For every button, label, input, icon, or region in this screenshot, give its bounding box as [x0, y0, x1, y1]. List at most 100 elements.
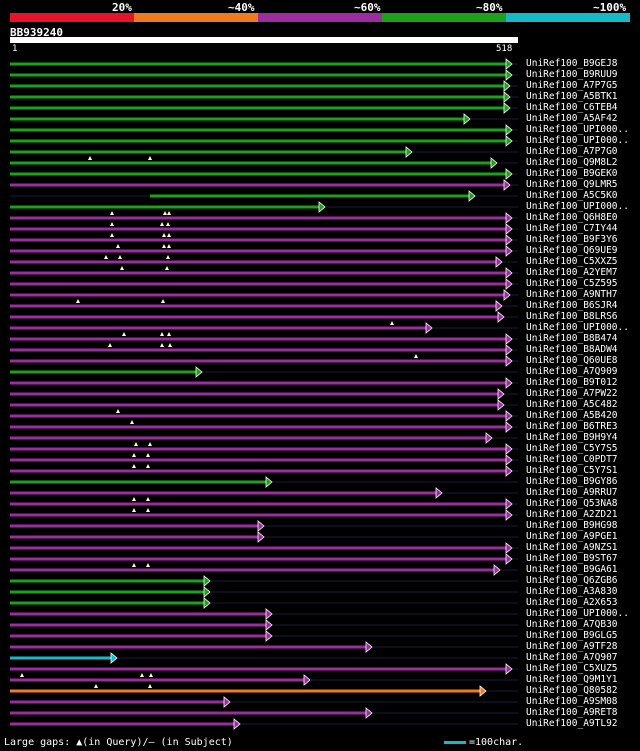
hit-label[interactable]: UniRef100_B9GLG5 — [526, 630, 618, 641]
hit-arrowhead — [503, 179, 511, 191]
hit-label[interactable]: UniRef100_A9TL92 — [526, 718, 618, 729]
query-gap-marker — [110, 233, 114, 237]
hit-arrowhead — [265, 619, 273, 631]
hit-label[interactable]: UniRef100_Q69UE9 — [526, 245, 618, 256]
hit-arrowhead — [505, 410, 513, 422]
hit-label[interactable]: UniRef100_A7P7G0 — [526, 146, 618, 157]
query-gap-marker — [167, 233, 171, 237]
hit-arrowhead — [505, 234, 513, 246]
hit-arrowhead — [505, 267, 513, 279]
query-gap-marker — [168, 343, 172, 347]
hit-label[interactable]: UniRef100_C6TEB4 — [526, 102, 618, 113]
hit-label[interactable]: UniRef100_Q6H8E0 — [526, 212, 618, 223]
hit-label[interactable]: UniRef100_A9NZS1 — [526, 542, 618, 553]
hit-label[interactable]: UniRef100_A7PW22 — [526, 388, 618, 399]
hit-label[interactable]: UniRef100_A2ZD21 — [526, 509, 618, 520]
query-gap-marker — [108, 343, 112, 347]
query-gap-marker — [146, 508, 150, 512]
hit-label[interactable]: UniRef100_B8B474 — [526, 333, 618, 344]
hit-label[interactable]: UniRef100_A2X653 — [526, 597, 618, 608]
query-name: BB939240 — [10, 26, 63, 39]
query-gap-marker — [146, 563, 150, 567]
hit-label[interactable]: UniRef100_B9GY86 — [526, 476, 618, 487]
hit-label[interactable]: UniRef100_C5Y7S5 — [526, 443, 618, 454]
hit-arrowhead — [265, 476, 273, 488]
hit-label[interactable]: UniRef100_B9F3Y6 — [526, 234, 618, 245]
hit-arrowhead — [505, 344, 513, 356]
scale-legend: =100char. — [444, 737, 523, 748]
identity-color-legend: 20% ~40% ~60% ~80% ~100% — [0, 0, 640, 24]
hit-label[interactable]: UniRef100_A5AF42 — [526, 113, 618, 124]
hit-label[interactable]: UniRef100_B9GEJ8 — [526, 58, 618, 69]
hit-label[interactable]: UniRef100_A3A830 — [526, 586, 618, 597]
query-gap-marker — [160, 222, 164, 226]
hit-label[interactable]: UniRef100_Q53NA8 — [526, 498, 618, 509]
hit-label[interactable]: UniRef100_C5Y7S1 — [526, 465, 618, 476]
query-gap-marker — [116, 409, 120, 413]
hit-label[interactable]: UniRef100_A9SM08 — [526, 696, 618, 707]
hit-label[interactable]: UniRef100_Q9LMR5 — [526, 179, 618, 190]
hit-label[interactable]: UniRef100_A7QB30 — [526, 619, 618, 630]
hit-label[interactable]: UniRef100_Q6ZGB6 — [526, 575, 618, 586]
hit-label[interactable]: UniRef100_A9RET8 — [526, 707, 618, 718]
hit-arrowhead — [425, 322, 433, 334]
hit-arrowhead — [203, 586, 211, 598]
hit-label[interactable]: UniRef100_A7P7G5 — [526, 80, 618, 91]
hit-label[interactable]: UniRef100_A9PGE1 — [526, 531, 618, 542]
legend-swatch-orange — [134, 13, 258, 22]
hit-label[interactable]: UniRef100_UPI000.. — [526, 124, 629, 135]
hit-arrowhead — [490, 157, 498, 169]
hit-label[interactable]: UniRef100_C7IY44 — [526, 223, 618, 234]
hit-arrowhead — [505, 377, 513, 389]
hit-arrowhead — [505, 223, 513, 235]
hit-label[interactable]: UniRef100_B8LRS6 — [526, 311, 618, 322]
hit-arrowhead — [257, 520, 265, 532]
hit-label[interactable]: UniRef100_Q9M8L2 — [526, 157, 618, 168]
hit-label[interactable]: UniRef100_UPI000.. — [526, 135, 629, 146]
hit-label[interactable]: UniRef100_A9NTH7 — [526, 289, 618, 300]
hit-label[interactable]: UniRef100_C0PDT7 — [526, 454, 618, 465]
hit-label[interactable]: UniRef100_A7Q907 — [526, 652, 618, 663]
hit-arrowhead — [485, 432, 493, 444]
hit-label[interactable]: UniRef100_UPI000.. — [526, 322, 629, 333]
query-gap-marker — [160, 332, 164, 336]
hit-arrowhead — [505, 498, 513, 510]
hit-arrowhead — [203, 575, 211, 587]
hit-label[interactable]: UniRef100_A9TF28 — [526, 641, 618, 652]
hit-label[interactable]: UniRef100_B6SJR4 — [526, 300, 618, 311]
query-gap-marker — [149, 673, 153, 677]
hit-label[interactable]: UniRef100_Q9M1Y1 — [526, 674, 618, 685]
hit-label[interactable]: UniRef100_B9GEK0 — [526, 168, 618, 179]
hit-label[interactable]: UniRef100_B9ST67 — [526, 553, 618, 564]
hit-label[interactable]: UniRef100_UPI000.. — [526, 608, 629, 619]
query-gap-marker — [163, 211, 167, 215]
hit-label[interactable]: UniRef100_A5B420 — [526, 410, 618, 421]
hit-arrowhead — [505, 553, 513, 565]
hit-label[interactable]: UniRef100_B9H9Y4 — [526, 432, 618, 443]
hit-label[interactable]: UniRef100_A7Q909 — [526, 366, 618, 377]
hit-label[interactable]: UniRef100_A2YEM7 — [526, 267, 618, 278]
hit-label[interactable]: UniRef100_UPI000.. — [526, 201, 629, 212]
hit-label[interactable]: UniRef100_B6TRE3 — [526, 421, 618, 432]
hit-label[interactable]: UniRef100_A5C5K0 — [526, 190, 618, 201]
hit-arrowhead — [505, 245, 513, 257]
hit-label[interactable]: UniRef100_B9GA61 — [526, 564, 618, 575]
hit-label[interactable]: UniRef100_B9HG98 — [526, 520, 618, 531]
query-gap-marker — [20, 673, 24, 677]
hit-label[interactable]: UniRef100_Q80582 — [526, 685, 618, 696]
hit-label[interactable]: UniRef100_B9RUU9 — [526, 69, 618, 80]
hit-label[interactable]: UniRef100_A9RRU7 — [526, 487, 618, 498]
hit-label[interactable]: UniRef100_Q60UE8 — [526, 355, 618, 366]
hit-label[interactable]: UniRef100_C5XUZ5 — [526, 663, 618, 674]
hit-label[interactable]: UniRef100_A5BTK1 — [526, 91, 618, 102]
query-gap-marker — [132, 453, 136, 457]
hit-label[interactable]: UniRef100_B8ADW4 — [526, 344, 618, 355]
hit-label[interactable]: UniRef100_B9T012 — [526, 377, 618, 388]
hit-label[interactable]: UniRef100_C5Z595 — [526, 278, 618, 289]
hit-label[interactable]: UniRef100_A5C482 — [526, 399, 618, 410]
query-gap-marker — [165, 266, 169, 270]
hit-arrowhead — [497, 399, 505, 411]
hit-label[interactable]: UniRef100_C5XXZ5 — [526, 256, 618, 267]
hit-arrowhead — [468, 190, 476, 202]
